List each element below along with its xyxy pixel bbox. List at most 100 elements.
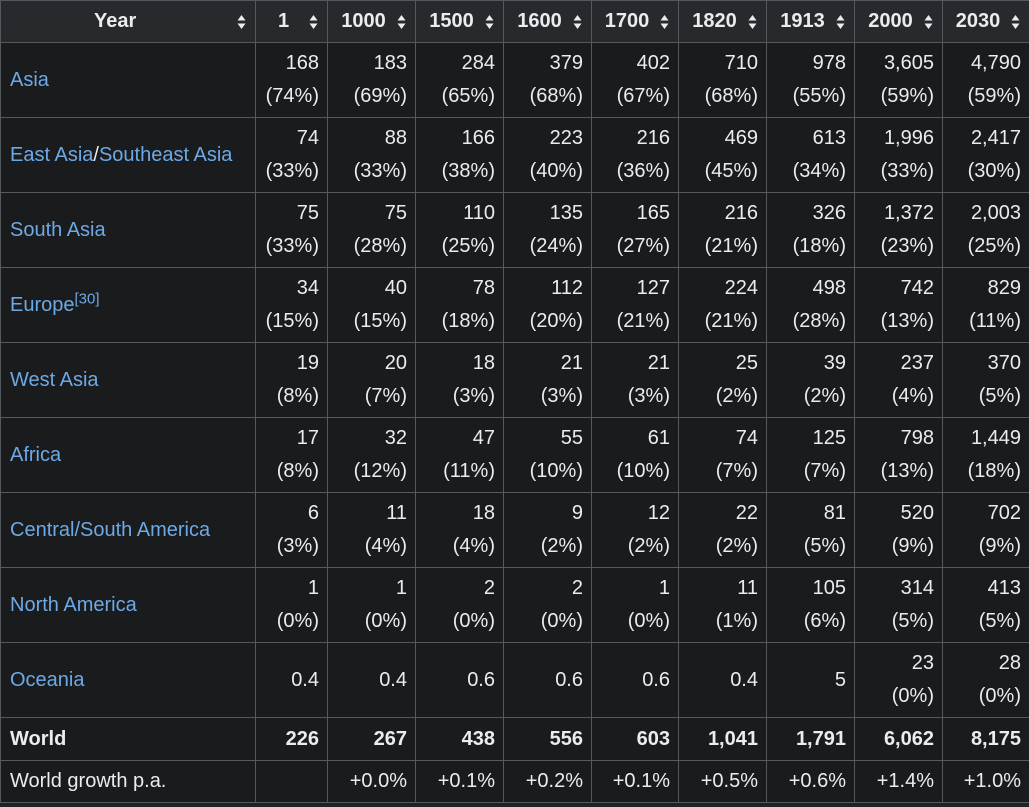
population-share: (4%) bbox=[364, 535, 407, 557]
region-cell: Africa bbox=[0, 417, 256, 493]
region-link[interactable]: South Asia bbox=[10, 218, 106, 241]
population-share: (33%) bbox=[265, 160, 319, 182]
population-value: 165 bbox=[636, 202, 670, 224]
value-cell: 125 (7%) bbox=[766, 417, 855, 493]
population-share: (3%) bbox=[452, 385, 495, 407]
sort-icon[interactable] bbox=[924, 14, 933, 30]
column-header-1[interactable]: 1 bbox=[255, 0, 328, 43]
value-cell: 166 (38%) bbox=[415, 117, 504, 193]
value-cell: 1,449 (18%) bbox=[942, 417, 1029, 493]
population-share: (0%) bbox=[540, 610, 583, 632]
column-header-label: 1000 bbox=[341, 10, 386, 32]
population-value: 17 bbox=[296, 427, 319, 449]
sort-icon[interactable] bbox=[237, 14, 246, 30]
population-share: (38%) bbox=[441, 160, 495, 182]
population-share: (23%) bbox=[880, 235, 934, 257]
population-value: 2 bbox=[483, 577, 495, 599]
sort-icon[interactable] bbox=[660, 14, 669, 30]
population-value: 135 bbox=[549, 202, 583, 224]
world-total-value: 226 bbox=[255, 717, 328, 761]
value-cell: 21 (3%) bbox=[591, 342, 679, 418]
region-cell: Central/South America bbox=[0, 492, 256, 568]
region-link[interactable]: Oceania bbox=[10, 668, 85, 691]
region-cell: Europe[30] bbox=[0, 267, 256, 343]
region-link[interactable]: Southeast Asia bbox=[98, 143, 233, 166]
population-value: 1 bbox=[658, 577, 670, 599]
population-share: (18%) bbox=[967, 460, 1021, 482]
population-share: (25%) bbox=[441, 235, 495, 257]
population-value: 0.4 bbox=[291, 668, 319, 691]
column-header-1820[interactable]: 1820 bbox=[678, 0, 767, 43]
population-share: (0%) bbox=[978, 685, 1021, 707]
column-header-label: 1820 bbox=[692, 10, 737, 32]
column-header-2000[interactable]: 2000 bbox=[854, 0, 943, 43]
region-link[interactable]: North America bbox=[10, 593, 137, 616]
column-header-1600[interactable]: 1600 bbox=[503, 0, 592, 43]
value-cell: 40 (15%) bbox=[327, 267, 416, 343]
population-value: 0.6 bbox=[642, 668, 670, 691]
sort-icon[interactable] bbox=[836, 14, 845, 30]
sort-icon[interactable] bbox=[485, 14, 494, 30]
column-header-1700[interactable]: 1700 bbox=[591, 0, 679, 43]
population-share: (6%) bbox=[803, 610, 846, 632]
sort-icon[interactable] bbox=[573, 14, 582, 30]
region-link[interactable]: West Asia bbox=[10, 368, 99, 391]
population-value: 1 bbox=[395, 577, 407, 599]
population-share: (9%) bbox=[891, 535, 934, 557]
value-cell: 32 (12%) bbox=[327, 417, 416, 493]
column-header-2030[interactable]: 2030 bbox=[942, 0, 1029, 43]
sort-icon[interactable] bbox=[397, 14, 406, 30]
value-cell: 702 (9%) bbox=[942, 492, 1029, 568]
value-cell: 127 (21%) bbox=[591, 267, 679, 343]
value-cell: 5 bbox=[766, 642, 855, 718]
column-header-1500[interactable]: 1500 bbox=[415, 0, 504, 43]
world-growth-value: +0.1% bbox=[415, 760, 504, 803]
column-header-1000[interactable]: 1000 bbox=[327, 0, 416, 43]
region-link[interactable]: Europe bbox=[10, 293, 75, 316]
sort-icon[interactable] bbox=[309, 14, 318, 30]
column-header-year[interactable]: Year bbox=[0, 0, 256, 43]
population-share: (1%) bbox=[715, 610, 758, 632]
population-share: (3%) bbox=[627, 385, 670, 407]
population-share: (24%) bbox=[529, 235, 583, 257]
column-header-1913[interactable]: 1913 bbox=[766, 0, 855, 43]
value-cell: 498 (28%) bbox=[766, 267, 855, 343]
population-share: (2%) bbox=[803, 385, 846, 407]
region-link[interactable]: Central/South America bbox=[10, 518, 211, 541]
population-value: 2,417 bbox=[970, 127, 1021, 149]
region-link[interactable]: Asia bbox=[10, 68, 49, 91]
region-link[interactable]: East Asia bbox=[10, 143, 94, 166]
population-value: 127 bbox=[636, 277, 670, 299]
population-value: 75 bbox=[384, 202, 407, 224]
region-link[interactable]: Africa bbox=[10, 443, 62, 466]
column-header-label: 2000 bbox=[868, 10, 913, 32]
reference-link[interactable]: [30] bbox=[74, 289, 100, 307]
region-cell: Asia bbox=[0, 42, 256, 118]
table-row: Central/South America 6 (3%) 11 (4%) 18 (4%) 9 (… bbox=[0, 492, 1029, 568]
population-share: (8%) bbox=[276, 460, 319, 482]
population-share: (45%) bbox=[704, 160, 758, 182]
population-share: (33%) bbox=[353, 160, 407, 182]
value-cell: 11 (1%) bbox=[678, 567, 767, 643]
sort-icon[interactable] bbox=[748, 14, 757, 30]
value-cell: 370 (5%) bbox=[942, 342, 1029, 418]
population-value: 166 bbox=[461, 127, 495, 149]
table-row: North America 1 (0%) 1 (0%) 2 (0%) 2 (0%) 1 (0%) 11… bbox=[0, 567, 1029, 643]
value-cell: 75 (28%) bbox=[327, 192, 416, 268]
value-cell: 413 (5%) bbox=[942, 567, 1029, 643]
value-cell: 1 (0%) bbox=[255, 567, 328, 643]
population-value: 798 bbox=[900, 427, 934, 449]
population-value: 74 bbox=[735, 427, 758, 449]
population-share: (12%) bbox=[353, 460, 407, 482]
population-share: (5%) bbox=[891, 610, 934, 632]
value-cell: 379 (68%) bbox=[503, 42, 592, 118]
population-value: 469 bbox=[724, 127, 758, 149]
value-cell: 216 (21%) bbox=[678, 192, 767, 268]
population-share: (28%) bbox=[792, 310, 846, 332]
population-value: 314 bbox=[900, 577, 934, 599]
value-cell: 55 (10%) bbox=[503, 417, 592, 493]
column-header-label: 1 bbox=[277, 10, 290, 32]
column-header-label: 1500 bbox=[429, 10, 474, 32]
population-share: (68%) bbox=[704, 85, 758, 107]
sort-icon[interactable] bbox=[1011, 14, 1020, 30]
